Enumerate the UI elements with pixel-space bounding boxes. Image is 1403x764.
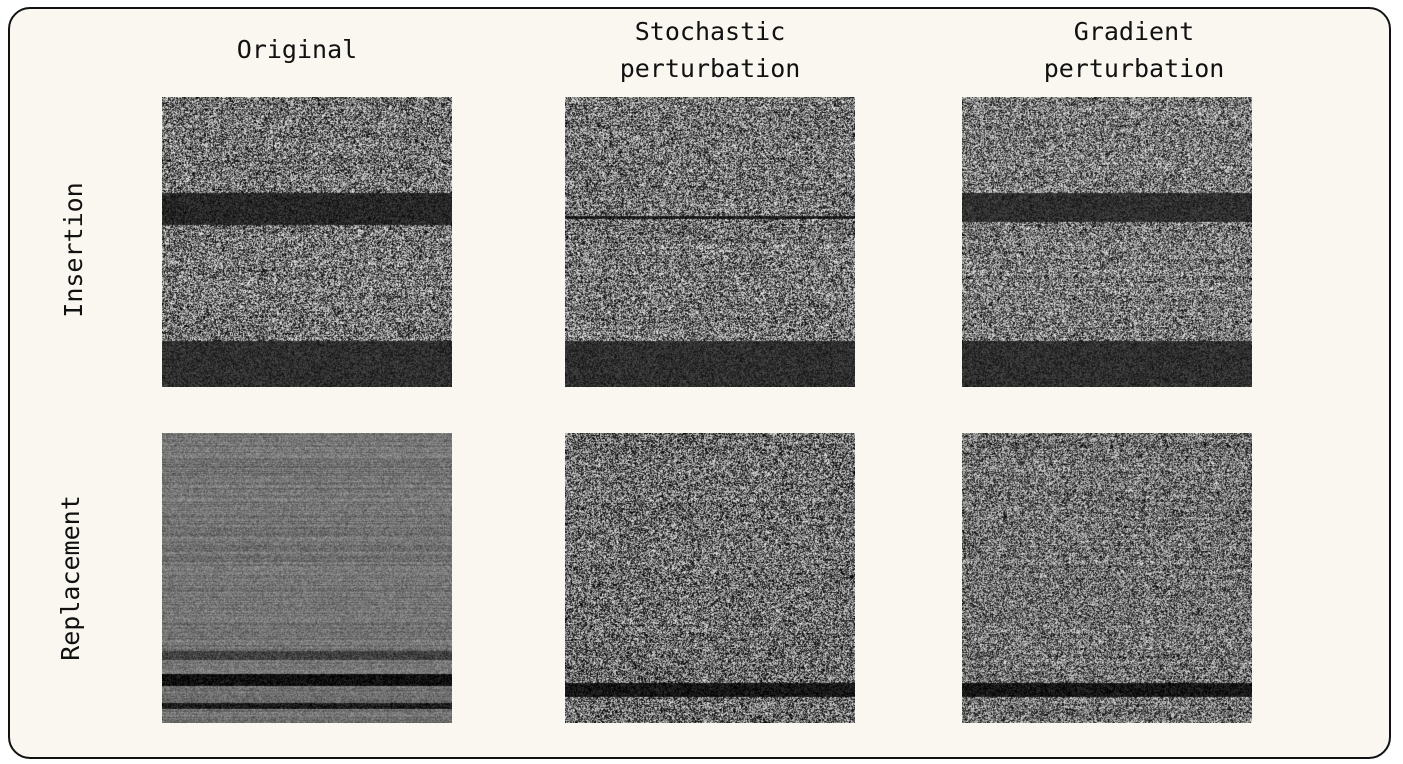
column-header-original: Original bbox=[236, 35, 358, 64]
insertion-gradient-image bbox=[962, 97, 1252, 387]
insertion-stochastic-image bbox=[565, 97, 855, 387]
row-label-insertion: Insertion bbox=[59, 182, 88, 318]
insertion-original-image bbox=[162, 97, 452, 387]
replacement-gradient-image bbox=[962, 433, 1252, 723]
row-label-replacement: Replacement bbox=[56, 495, 85, 661]
replacement-stochastic-image bbox=[565, 433, 855, 723]
replacement-original-image bbox=[162, 433, 452, 723]
column-header-gradient-perturbation: Gradient perturbation bbox=[1043, 17, 1225, 83]
column-header-stochastic-perturbation: Stochastic perturbation bbox=[619, 17, 801, 83]
